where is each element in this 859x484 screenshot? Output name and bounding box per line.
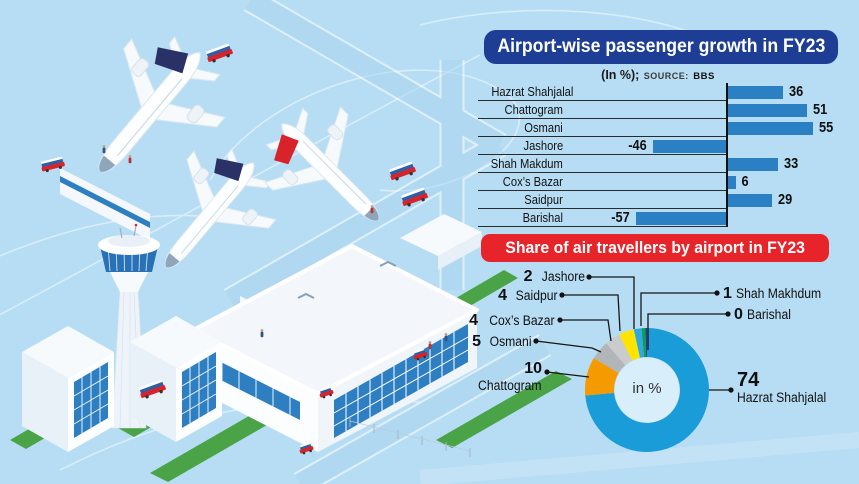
bar-value-label: -46 [628, 138, 647, 154]
baseline-rule [478, 226, 726, 227]
pie-slice-cox-s-bazar [606, 334, 633, 366]
pie-label-shah-makhdum: 1 Shah Makhdum [723, 285, 822, 302]
bar-value-label: 36 [789, 84, 804, 100]
bar-row: Chattogram 51 [478, 101, 848, 119]
pie-label-cox-s-bazar: 4 Cox’s Bazar [469, 312, 555, 329]
bar [726, 157, 779, 171]
callout-dot [725, 311, 731, 317]
callout-dot [544, 369, 550, 375]
bar-category-label: Osmani [524, 120, 563, 135]
bar-row: Shah Makdum 33 [478, 155, 848, 173]
bar-row: Saidpur 29 [478, 191, 848, 209]
bar [635, 211, 726, 225]
callout-line [647, 313, 728, 350]
callout-dot [559, 292, 565, 298]
callout-line [640, 292, 717, 326]
bar-chart-subtitle: (In %); SOURCE: BBS [478, 66, 838, 82]
bar-value-label: -57 [610, 210, 630, 226]
baseline-rule [478, 118, 726, 119]
source-label: SOURCE: [643, 71, 689, 81]
baseline-rule [478, 136, 726, 137]
bar-value-label: 33 [784, 156, 799, 172]
bar-chart-plot: Hazrat Shahjalal 36 Chattogram 51 Osmani 55 Ja… [478, 83, 848, 229]
callout-line [589, 276, 635, 329]
callout-line [562, 294, 621, 332]
bar-row: Osmani 55 [478, 119, 848, 137]
bar-value-label: 29 [777, 192, 793, 208]
baseline-rule [478, 190, 726, 191]
callout-line [560, 319, 612, 342]
bar-value-label: 55 [819, 120, 834, 136]
donut-hole [614, 357, 680, 423]
bar-row: Jashore -46 [478, 137, 848, 155]
baseline-rule [478, 154, 726, 155]
pie-slice-saidpur [619, 329, 640, 361]
pie-chart-title: Share of air travellers by airport in FY… [481, 234, 829, 262]
callout-dot [557, 317, 563, 323]
pie-slice-hazrat-shahjalal [585, 328, 709, 453]
pie-center-label: in % [632, 380, 662, 397]
terminal-building [191, 214, 482, 452]
pie-label-saidpur: 4 Saidpur [498, 287, 558, 304]
bar-category-label: Saidpur [524, 192, 563, 207]
source-value: BBS [693, 71, 715, 82]
callout-dot [728, 387, 734, 393]
unit-label: (In %); [601, 68, 640, 82]
callout-dot [533, 338, 539, 344]
pie-label-chattogram: 10 Chattogram [478, 360, 542, 393]
bar [726, 121, 814, 135]
bar-row: Cox’s Bazar 6 [478, 173, 848, 191]
baseline-rule [478, 172, 726, 173]
bar-row: Hazrat Shahjalal 36 [478, 83, 848, 101]
bar [726, 193, 772, 207]
callout-line [535, 340, 602, 353]
bar-category-label: Hazrat Shahjalal [491, 84, 574, 99]
pie-slice-jashore [633, 328, 645, 358]
pie-label-osmani: 5 Osmani [472, 333, 532, 350]
pie-label-hazrat-shahjalal: 74 Hazrat Shahjalal [737, 369, 827, 405]
bar [653, 139, 726, 153]
fence [349, 418, 471, 457]
pie-label-barishal: 0 Barishal [734, 306, 792, 323]
bar-row: Barishal -57 [478, 209, 848, 227]
pie-slice-shah-makhdum [641, 328, 647, 358]
bar [726, 85, 784, 99]
bar-category-label: Cox’s Bazar [502, 174, 563, 189]
pie-slice-osmani [593, 343, 626, 374]
bar [726, 175, 736, 189]
bar-value-label: 51 [812, 102, 828, 118]
bar-category-label: Chattogram [504, 102, 563, 117]
bar-value-label: 6 [740, 174, 749, 190]
pie-slice-barishal [645, 328, 647, 358]
pie-slice-chattogram [585, 358, 619, 396]
callout-dot [586, 274, 592, 280]
zero-axis [726, 83, 728, 227]
taxiways [223, 0, 552, 484]
bar-category-label: Shah Makdum [490, 156, 563, 171]
callout-dot [714, 290, 720, 296]
bar-chart-title: Airport-wise passenger growth in FY23 [484, 30, 838, 64]
callout-line [546, 371, 590, 378]
bar [726, 103, 807, 117]
pie-label-jashore: 2 Jashore [523, 268, 585, 285]
bar-category-label: Jashore [523, 138, 563, 153]
baseline-rule [478, 208, 726, 209]
bar-category-label: Barishal [522, 210, 563, 225]
baseline-rule [478, 100, 726, 101]
